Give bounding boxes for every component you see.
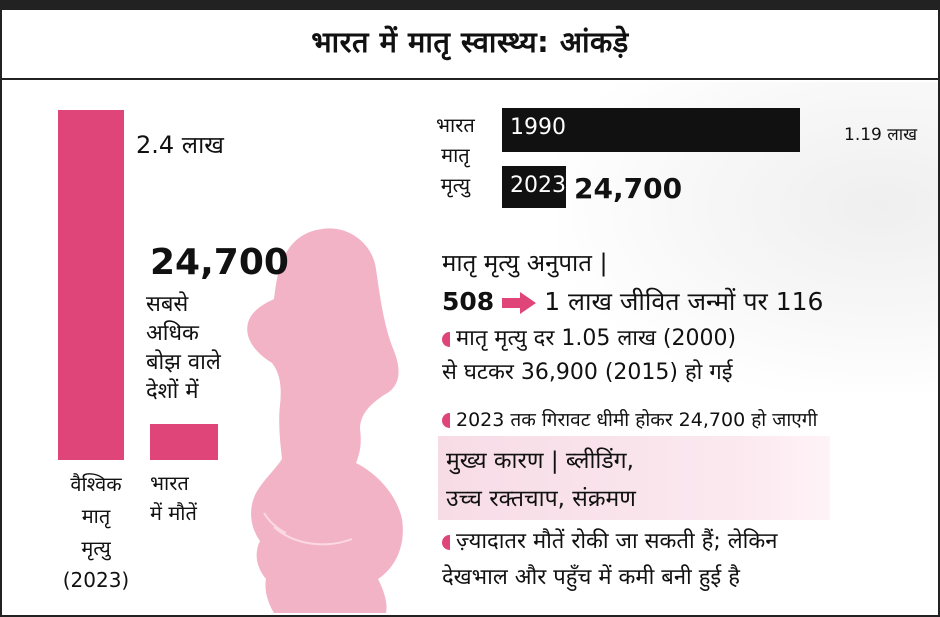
year-label: 2023 bbox=[510, 173, 566, 198]
bar-india-deaths bbox=[150, 423, 218, 460]
label-line: मातृ bbox=[441, 143, 470, 167]
bar-1990: 1990 bbox=[502, 108, 800, 152]
mmr-from: 508 bbox=[442, 287, 495, 316]
fact-item: 2023 तक गिरावट धीमी होकर 24,700 हो जाएगी bbox=[442, 406, 817, 432]
category-line: भारत bbox=[150, 471, 189, 495]
bullet-icon bbox=[442, 413, 450, 428]
arrow-right-icon bbox=[502, 292, 537, 314]
value-2023: 24,700 bbox=[574, 172, 683, 205]
mmr-to: 1 लाख जीवित जन्मों पर 116 bbox=[544, 287, 824, 316]
top-border bbox=[2, 2, 938, 10]
india-category-label: भारत में मौतें bbox=[150, 468, 197, 528]
category-line: मातृ bbox=[81, 504, 111, 528]
category-line: में मौतें bbox=[150, 501, 197, 525]
annotation-line: देशों में bbox=[146, 379, 199, 404]
closing-line-2: देखभाल और पहुँच में कमी बनी हुई है bbox=[442, 565, 740, 590]
annotation-line: बोझ वाले bbox=[146, 350, 221, 375]
label-line: भारत bbox=[436, 113, 475, 137]
title-divider bbox=[2, 78, 938, 80]
page-title: भारत में मातृ स्वास्थ्य: आंकड़े bbox=[311, 25, 629, 59]
mmr-heading: मातृ मृत्यु अनुपात | bbox=[442, 249, 608, 277]
category-line: मृत्यु bbox=[81, 536, 111, 560]
closing-note: ज़्यादातर मौतें रोकी जा सकती हैं; लेकिन … bbox=[442, 524, 777, 596]
pregnant-woman-icon bbox=[247, 228, 403, 613]
closing-line-1: ज़्यादातर मौतें रोकी जा सकती हैं; लेकिन bbox=[456, 529, 778, 554]
causes-line-2: उच्च रक्तचाप, संक्रमण bbox=[446, 486, 636, 512]
fact-line: से घटकर 36,900 (2015) हो गई bbox=[442, 360, 733, 385]
bar-2023: 2023 bbox=[502, 166, 566, 208]
global-value-label: 2.4 लाख bbox=[136, 131, 224, 159]
fact-item: मातृ मृत्यु दर 1.05 लाख (2000) से घटकर 3… bbox=[442, 322, 736, 390]
india-value-label: 24,700 bbox=[150, 242, 289, 283]
category-line: (2023) bbox=[62, 568, 130, 592]
bullet-icon bbox=[442, 534, 450, 550]
india-annotation: सबसे अधिक बोझ वाले देशों में bbox=[146, 290, 221, 406]
causes-highlight bbox=[438, 436, 830, 520]
mmr-row: 508 1 लाख जीवित जन्मों पर 116 bbox=[442, 284, 823, 318]
bullet-icon bbox=[442, 331, 450, 347]
value-1990: 1.19 लाख bbox=[844, 125, 918, 145]
global-category-label: वैश्विक मातृ मृत्यु (2023) bbox=[50, 468, 142, 596]
annotation-line: सबसे bbox=[146, 292, 189, 317]
causes-line-1: मुख्य कारण | ब्लीडिंग, bbox=[446, 448, 634, 474]
category-line: वैश्विक bbox=[70, 472, 122, 496]
trend-chart-label: भारत मातृ मृत्यु bbox=[436, 110, 475, 200]
fact-line: मातृ मृत्यु दर 1.05 लाख (2000) bbox=[456, 326, 737, 351]
causes: मुख्य कारण | ब्लीडिंग, उच्च रक्तचाप, संक… bbox=[446, 442, 636, 518]
fact-line: 2023 तक गिरावट धीमी होकर 24,700 हो जाएगी bbox=[456, 409, 818, 431]
label-line: मृत्यु bbox=[440, 173, 471, 197]
bar-global-deaths bbox=[58, 110, 124, 460]
annotation-line: अधिक bbox=[146, 321, 199, 346]
year-label: 1990 bbox=[510, 115, 566, 140]
